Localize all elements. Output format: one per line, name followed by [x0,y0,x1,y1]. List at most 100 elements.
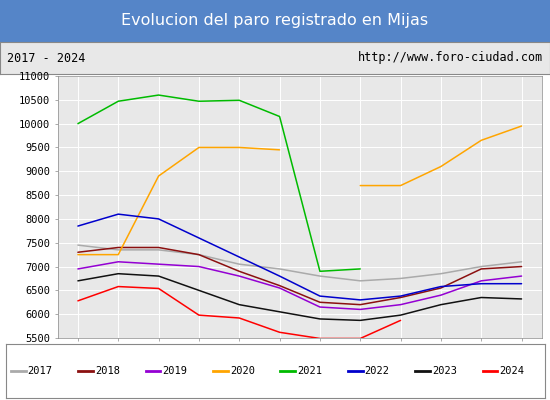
2020 [155,174,162,178]
Text: 2022: 2022 [365,366,389,376]
Line: 2023: 2023 [78,274,521,320]
2022 [115,212,122,216]
2020 [115,252,122,257]
2017 [276,266,283,271]
2020 [276,148,283,152]
2023 [397,313,404,318]
2022 [438,284,444,289]
2024 [236,316,243,320]
2017 [155,248,162,252]
2021 [236,98,243,103]
2021 [317,269,323,274]
2019 [276,286,283,290]
2023 [115,271,122,276]
2017 [478,264,485,269]
2017 [75,243,81,248]
2024 [155,286,162,291]
2018 [357,302,364,307]
2023 [478,295,485,300]
2024 [397,318,404,323]
2021 [196,99,202,104]
2022 [317,294,323,298]
2021 [75,121,81,126]
2022 [155,216,162,221]
Text: 2018: 2018 [95,366,120,376]
2017 [357,278,364,283]
2022 [276,274,283,278]
2019 [438,293,444,298]
2017 [115,248,122,252]
2023 [236,302,243,307]
2023 [438,302,444,307]
2020 [236,145,243,150]
2023 [196,288,202,293]
2019 [357,307,364,312]
Text: 2021: 2021 [297,366,322,376]
2017 [397,276,404,281]
2021 [115,99,122,104]
2020 [75,252,81,257]
2022 [236,255,243,260]
2021 [155,93,162,98]
2019 [518,274,525,278]
2018 [276,283,283,288]
2021 [276,114,283,119]
2017 [196,252,202,257]
Text: 2023: 2023 [432,366,457,376]
2018 [236,269,243,274]
Text: 2019: 2019 [162,366,188,376]
Text: 2024: 2024 [499,366,524,376]
2018 [397,295,404,300]
2018 [478,266,485,271]
2022 [357,298,364,302]
2024 [276,330,283,335]
2022 [518,281,525,286]
2023 [155,274,162,278]
2022 [478,281,485,286]
Line: 2021: 2021 [78,95,360,271]
Line: 2022: 2022 [78,214,521,300]
2023 [317,316,323,321]
2024 [115,284,122,289]
2022 [75,224,81,228]
2017 [236,262,243,266]
2024 [317,336,323,341]
2018 [75,250,81,255]
2019 [236,274,243,278]
2019 [115,259,122,264]
2018 [155,245,162,250]
2018 [518,264,525,269]
Line: 2017: 2017 [78,245,521,281]
2020 [196,145,202,150]
2023 [276,309,283,314]
2024 [196,313,202,318]
2019 [478,278,485,283]
2019 [317,305,323,310]
Line: 2019: 2019 [78,262,521,310]
2023 [357,318,364,323]
2017 [518,259,525,264]
2018 [115,245,122,250]
2018 [196,252,202,257]
2024 [357,336,364,341]
2017 [317,274,323,278]
2019 [397,302,404,307]
2023 [75,278,81,283]
2019 [196,264,202,269]
2017 [438,271,444,276]
2018 [438,286,444,290]
2024 [75,298,81,303]
2018 [317,300,323,305]
2019 [155,262,162,266]
Text: 2020: 2020 [230,366,255,376]
Text: 2017: 2017 [28,366,53,376]
2021 [357,266,364,271]
2022 [397,294,404,298]
2023 [518,296,525,301]
2022 [196,236,202,240]
Text: 2017 - 2024: 2017 - 2024 [7,52,85,64]
Text: http://www.foro-ciudad.com: http://www.foro-ciudad.com [358,52,543,64]
Line: 2018: 2018 [78,248,521,305]
Text: Evolucion del paro registrado en Mijas: Evolucion del paro registrado en Mijas [122,14,428,28]
Line: 2024: 2024 [78,286,400,338]
